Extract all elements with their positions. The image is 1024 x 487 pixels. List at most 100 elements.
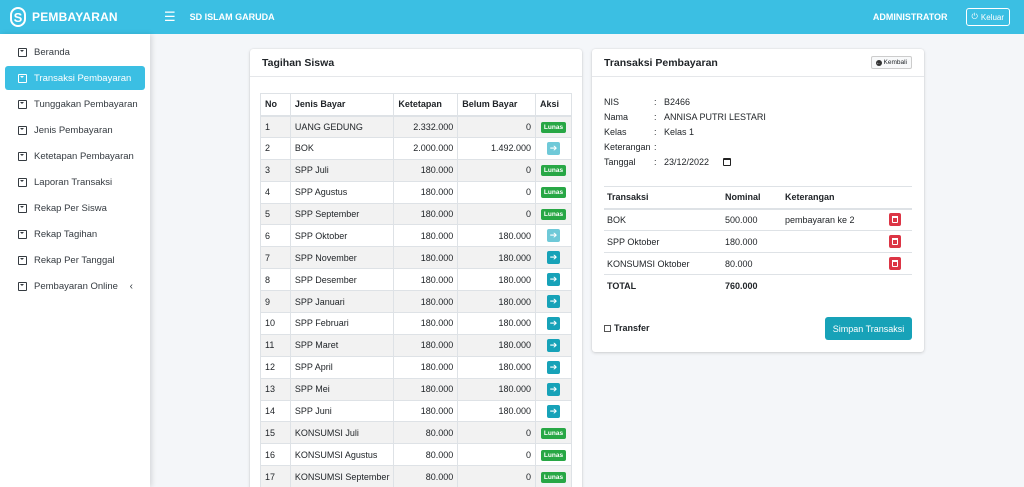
- table-row: 3 SPP Juli 180.000 0 Lunas: [260, 158, 572, 182]
- delete-button[interactable]: [889, 213, 901, 227]
- cell-no: 8: [260, 268, 291, 292]
- sidebar-item-label: Laporan Transaksi: [34, 176, 113, 188]
- transfer-checkbox[interactable]: Transfer: [604, 323, 650, 333]
- cell-belum: 180.000: [457, 312, 536, 335]
- col-belum-bayar: Belum Bayar: [457, 93, 536, 117]
- info-row-nis: NIS: B2466: [604, 94, 766, 109]
- arrow-right-icon[interactable]: ➔: [547, 229, 560, 243]
- back-button[interactable]: ← Kembali: [870, 56, 912, 69]
- calendar-icon[interactable]: [723, 157, 732, 166]
- cell-nominal: 180.000: [722, 230, 782, 253]
- cell-ketetapan: 180.000: [393, 268, 459, 292]
- info-colon: :: [654, 96, 657, 107]
- delete-button[interactable]: [889, 235, 901, 248]
- info-colon: :: [654, 141, 657, 152]
- cell-aksi: ➔: [535, 355, 572, 379]
- cell-no: 3: [260, 158, 291, 182]
- sidebar-item-label: Rekap Tagihan: [34, 228, 98, 240]
- cell-aksi: ➔: [535, 377, 572, 401]
- cell-belum: 0: [457, 421, 536, 445]
- tagihan-body: 1 UANG GEDUNG 2.332.000 0 Lunas 2 BOK 2.000.000…: [260, 115, 572, 487]
- sidebar-item-pembayaran-online[interactable]: Pembayaran Online ‹: [5, 274, 145, 298]
- sidebar-item-label: Rekap Per Tanggal: [34, 254, 115, 266]
- cell-ketetapan: 180.000: [393, 355, 459, 379]
- arrow-right-icon[interactable]: ➔: [547, 273, 560, 287]
- cell-jenis: SPP Maret: [289, 333, 395, 357]
- tagihan-header: Tagihan Siswa: [250, 49, 582, 77]
- arrow-right-icon[interactable]: ➔: [547, 295, 560, 309]
- cell-no: 10: [260, 312, 291, 335]
- caret-square-icon: [18, 99, 27, 109]
- info-label: Kelas: [604, 126, 627, 137]
- caret-square-icon: [18, 255, 27, 265]
- cell-no: 9: [260, 290, 291, 314]
- cell-ketetapan: 180.000: [393, 202, 459, 226]
- cell-no: 15: [260, 421, 291, 445]
- cell-ketetapan: 80.000: [393, 421, 459, 445]
- sidebar-item-beranda[interactable]: Beranda: [5, 40, 145, 64]
- total-label: TOTAL: [604, 274, 722, 297]
- cell-ketetapan: 180.000: [393, 158, 459, 182]
- lunas-badge: Lunas: [540, 121, 567, 133]
- cell-aksi: ➔: [535, 136, 572, 160]
- sidebar-item-rekap-per-siswa[interactable]: Rekap Per Siswa: [5, 196, 145, 220]
- cell-delete: [886, 230, 912, 253]
- sidebar-item-tunggakan-pembayaran[interactable]: Tunggakan Pembayaran: [5, 92, 145, 116]
- info-value: B2466: [664, 96, 691, 107]
- info-label: Nama: [604, 111, 629, 122]
- lunas-badge: Lunas: [540, 471, 567, 483]
- cell-belum: 1.492.000: [457, 136, 536, 160]
- info-row-keterangan: Keterangan:: [604, 139, 766, 154]
- checkbox-icon[interactable]: [604, 324, 611, 332]
- arrow-right-icon[interactable]: ➔: [547, 251, 560, 265]
- user-name[interactable]: ADMINISTRATOR: [872, 12, 948, 22]
- transaction-row: BOK 500.000 pembayaran ke 2: [604, 208, 912, 231]
- sidebar-menu: Beranda Transaksi Pembayaran Tunggakan Pem…: [0, 34, 150, 298]
- cell-belum: 0: [457, 443, 536, 467]
- sidebar-item-rekap-tagihan[interactable]: Rekap Tagihan: [5, 222, 145, 246]
- cell-belum: 180.000: [457, 377, 536, 401]
- arrow-right-icon[interactable]: ➔: [547, 404, 560, 418]
- cell-transaksi: KONSUMSI Oktober: [604, 252, 722, 275]
- caret-square-icon: [18, 177, 27, 187]
- cell-aksi: Lunas: [535, 465, 572, 487]
- caret-square-icon: [18, 125, 27, 135]
- sidebar-item-ketetapan-pembayaran[interactable]: Ketetapan Pembayaran: [5, 144, 145, 168]
- arrow-right-icon[interactable]: ➔: [547, 338, 560, 352]
- arrow-right-icon[interactable]: ➔: [547, 360, 560, 374]
- sidebar-item-jenis-pembayaran[interactable]: Jenis Pembayaran: [5, 118, 145, 142]
- logout-button[interactable]: ⏻ Keluar: [965, 8, 1010, 26]
- table-row: 10 SPP Februari 180.000 180.000 ➔: [260, 312, 572, 335]
- sidebar-item-transaksi-pembayaran[interactable]: Transaksi Pembayaran: [5, 66, 145, 90]
- sidebar-item-label: Jenis Pembayaran: [34, 124, 113, 136]
- delete-button[interactable]: [889, 257, 901, 270]
- power-icon: ⏻: [971, 12, 978, 21]
- cell-nominal: 500.000: [722, 208, 782, 231]
- cell-ketetapan: 180.000: [393, 377, 459, 401]
- sidebar-item-laporan-transaksi[interactable]: Laporan Transaksi: [5, 170, 145, 194]
- info-colon: :: [654, 156, 657, 167]
- table-row: 5 SPP September 180.000 0 Lunas: [260, 202, 572, 226]
- brand[interactable]: S PEMBAYARAN: [0, 0, 150, 34]
- sidebar-item-rekap-per-tanggal[interactable]: Rekap Per Tanggal: [5, 248, 145, 272]
- cell-ketetapan: 180.000: [393, 312, 459, 335]
- arrow-right-icon[interactable]: ➔: [547, 141, 560, 155]
- transaksi-card: Transaksi Pembayaran ← Kembali NIS: B2466…: [592, 49, 924, 352]
- cell-keterangan: [782, 230, 886, 253]
- lunas-badge: Lunas: [540, 427, 567, 439]
- cell-no: 16: [260, 443, 291, 467]
- save-transaction-button[interactable]: Simpan Transaksi: [825, 317, 912, 340]
- cell-ketetapan: 80.000: [393, 443, 459, 467]
- bars-icon[interactable]: ☰: [164, 9, 176, 24]
- sidebar-item-label: Beranda: [34, 46, 70, 58]
- cell-ketetapan: 180.000: [393, 333, 459, 357]
- arrow-right-icon[interactable]: ➔: [547, 316, 560, 330]
- date-input[interactable]: 23/12/2022: [664, 157, 732, 167]
- transaksi-header: Transaksi Pembayaran ← Kembali: [592, 49, 924, 77]
- table-row: 1 UANG GEDUNG 2.332.000 0 Lunas: [260, 115, 572, 138]
- cell-ketetapan: 2.000.000: [393, 136, 459, 160]
- arrow-right-icon[interactable]: ➔: [547, 382, 560, 396]
- caret-square-icon: [18, 229, 27, 239]
- cell-empty: [886, 274, 912, 297]
- cell-ketetapan: 180.000: [393, 246, 459, 270]
